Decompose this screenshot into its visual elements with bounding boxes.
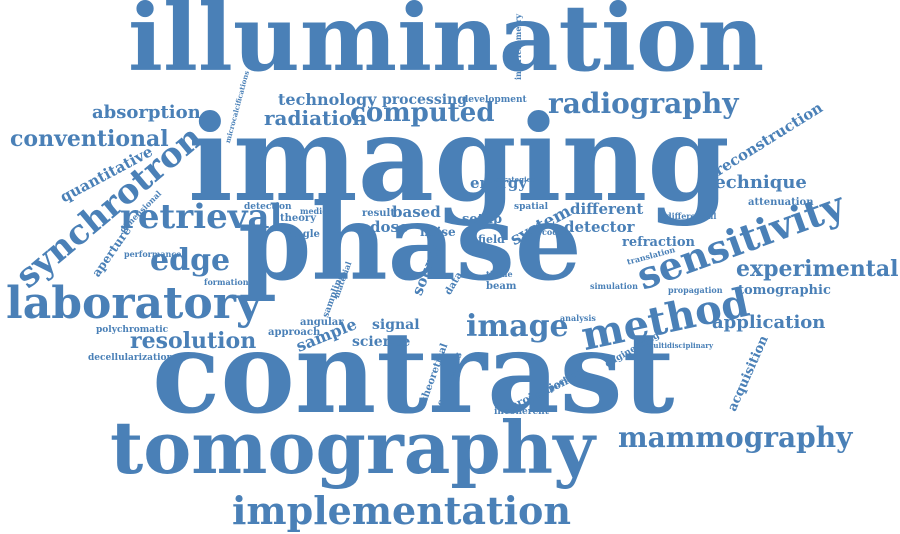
word-single: single (286, 229, 320, 240)
word-absorption: absorption (92, 102, 201, 123)
word-result: result (362, 208, 395, 219)
word-medical: medical (300, 206, 336, 216)
word-signal: signal (372, 317, 420, 333)
word-radiation: radiation (264, 106, 367, 130)
word-propagation: propagation (668, 285, 723, 295)
word-analysis: analysis (560, 313, 596, 323)
word-setup: setup (462, 212, 503, 227)
word-implementation: implementation (232, 488, 571, 533)
word-dose: dose (370, 218, 409, 236)
word-radiography: radiography (548, 87, 739, 120)
word-decellularization: decellularization (88, 353, 174, 363)
word-tomography: tomography (110, 405, 595, 490)
word-processing: processing (382, 92, 467, 108)
word-noise: noise (420, 225, 456, 239)
word-polychromatic: polychromatic (96, 325, 169, 335)
word-contrast: contrast (152, 308, 675, 439)
word-phase: phase (238, 180, 582, 304)
word-image: image (466, 309, 569, 344)
word-performance: performance (124, 249, 182, 259)
word-simulation: simulation (590, 281, 638, 291)
word-tomographic: tomographic (738, 283, 831, 298)
word-based: based (392, 203, 441, 221)
word-application: application (712, 312, 826, 333)
word-development: development (462, 95, 527, 105)
word-experimental: experimental (736, 256, 899, 282)
word-laboratory: laboratory (6, 278, 262, 329)
word-refraction: refraction (622, 235, 695, 250)
word-detection: detection (244, 202, 292, 212)
word-edge: edge (150, 243, 231, 278)
word-interferometry: interferometry (513, 13, 523, 80)
word-different: different (570, 200, 644, 218)
word-differential: differential (666, 211, 717, 221)
word-resolution: resolution (130, 328, 257, 354)
word-coded: coded (542, 227, 569, 237)
word-theory: theory (280, 213, 317, 224)
word-illumination: illumination (128, 0, 765, 92)
word-tissue: tissue (486, 269, 513, 279)
word-multidisciplinary: multidisciplinary (646, 341, 714, 350)
word-beam: beam (486, 281, 517, 292)
word-strategies: strategies (496, 175, 536, 184)
word-science: science (352, 334, 411, 350)
word-energy: energy (470, 174, 528, 192)
word-retrieval: retrieval (120, 197, 283, 237)
word-conventional: conventional (10, 126, 169, 152)
word-approach: approach (268, 327, 321, 338)
word-mammography: mammography (618, 421, 853, 454)
word-spatial: spatial (514, 202, 549, 212)
word-angular: angular (300, 317, 344, 328)
word-computed: computed (350, 98, 495, 128)
word-technology: technology (278, 90, 377, 109)
word-incoherent: incoherent (494, 407, 549, 417)
word-formation: formation (204, 277, 249, 287)
word-acquisition: acquisition (725, 333, 772, 414)
word-detector: detector (564, 218, 635, 236)
word-field: field (478, 233, 505, 246)
word-imaging: imaging (188, 89, 730, 228)
word-attenuation: attenuation (748, 197, 814, 208)
word-technique: technique (706, 172, 807, 193)
